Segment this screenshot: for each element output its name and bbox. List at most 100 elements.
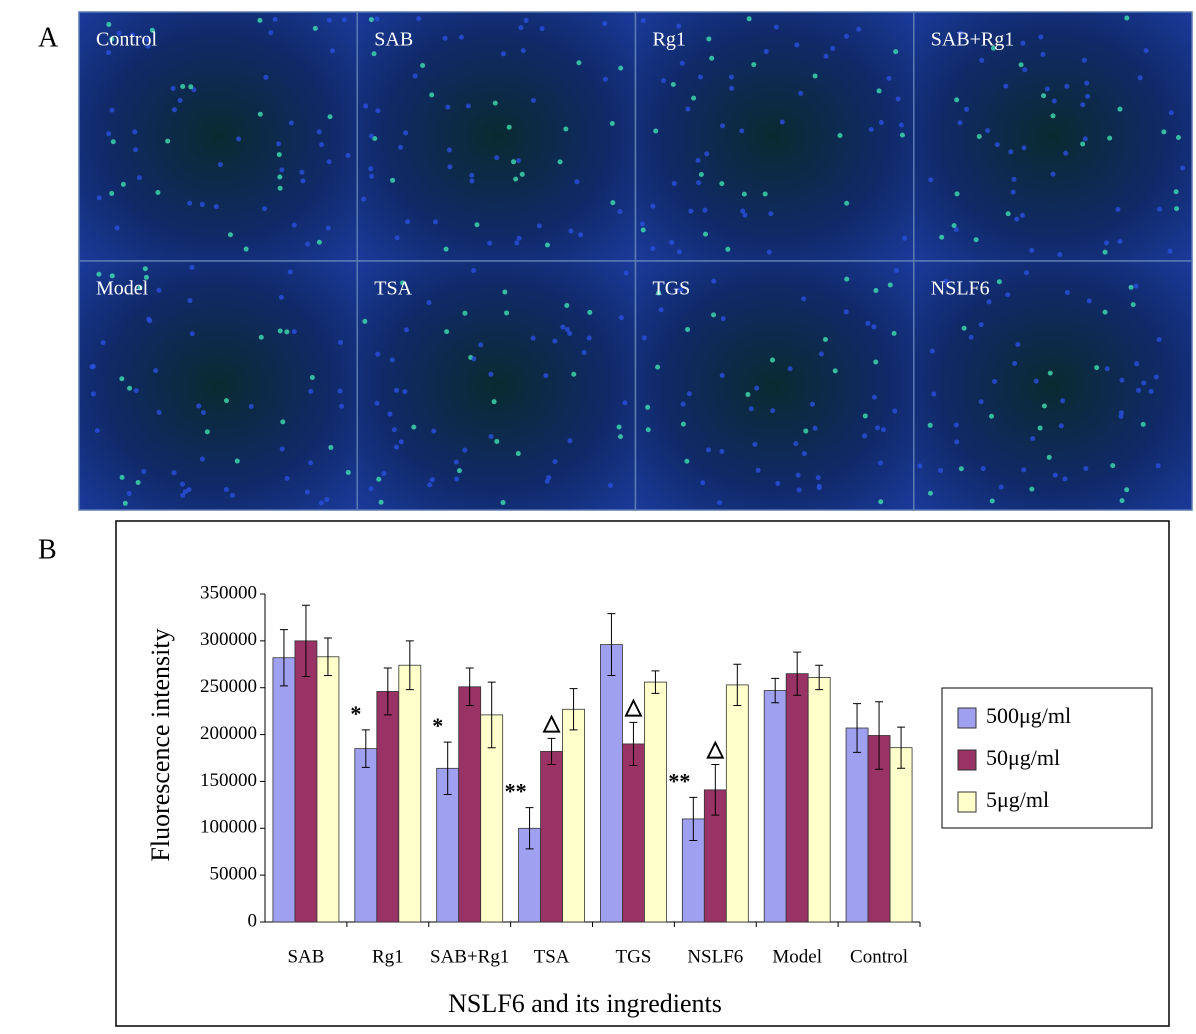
error-bar [897,726,906,769]
cell [1018,62,1024,68]
cell [563,126,569,132]
cell [1023,270,1029,276]
cell [141,469,147,475]
cell [1030,436,1036,442]
cell [1173,189,1179,195]
cell [557,159,563,165]
cell [1029,486,1035,492]
cell [697,74,703,80]
cell [685,326,691,332]
cell [876,88,882,94]
cell [279,167,285,173]
cell [1038,34,1044,40]
cell [768,211,774,217]
x-tick-label: Model [772,946,822,967]
cell [277,328,283,334]
error-bar [405,640,414,691]
cell [462,447,468,453]
cell [546,475,552,481]
cell [1058,423,1064,429]
cell [862,433,868,439]
cell [316,129,322,135]
cell [378,499,384,505]
cell [89,364,95,370]
cell [1064,289,1070,295]
cell [129,32,135,38]
cell [109,107,115,113]
cell [815,475,821,481]
cell [951,223,957,229]
cell [223,398,229,404]
cell [171,107,177,113]
cell [248,403,254,409]
cell [361,196,367,202]
error-bar [793,651,802,696]
x-tick-label: NSLF6 [687,946,743,967]
bar [600,644,623,923]
cell [234,458,240,464]
panel-label: A [38,22,59,53]
cell [446,147,452,153]
cell [544,242,550,248]
cell [304,489,310,495]
cell [571,371,577,377]
cell [403,130,409,136]
cell [717,500,723,506]
cell [964,106,970,112]
cell [1119,498,1125,504]
cell [574,179,580,185]
cell [182,489,188,495]
cell [1015,341,1021,347]
cell [927,490,933,496]
cell [326,17,332,23]
cell [696,180,702,186]
cell [893,267,899,273]
cell [119,376,125,382]
cell [156,409,162,415]
cell [291,329,297,335]
cell [1060,398,1066,404]
cell [1133,283,1139,289]
cell [898,122,904,128]
panel-title: Control [96,29,158,51]
cell [288,120,294,126]
cell [312,25,318,31]
cell [1012,360,1018,366]
bar [763,690,787,923]
cell [469,178,475,184]
cell [474,222,480,228]
cell [94,428,100,434]
cell [954,191,960,197]
cell [284,329,290,335]
bar [725,684,749,923]
cell [368,133,374,139]
cell [1153,374,1159,380]
cell [793,441,799,447]
cell [145,37,151,43]
cell [763,48,769,54]
cell [116,30,122,36]
cell [280,419,286,425]
cell [719,181,725,187]
cell [156,287,162,293]
cell [213,204,219,210]
cell [989,498,995,504]
cell [650,203,656,209]
x-tick-label: Rg1 [372,946,404,967]
bar [458,686,482,923]
cell [257,111,263,117]
y-tick-label: 100000 [200,817,257,838]
cell [779,119,785,125]
cell [90,391,96,397]
cell [188,84,194,90]
cell [135,479,141,485]
cell [1130,302,1136,308]
cell [394,444,400,450]
cell [1081,57,1087,63]
cell [502,289,508,295]
error-bar [815,664,824,691]
cell [1102,309,1108,315]
cell [374,400,380,406]
cell [511,159,517,165]
micrograph [913,11,1193,262]
